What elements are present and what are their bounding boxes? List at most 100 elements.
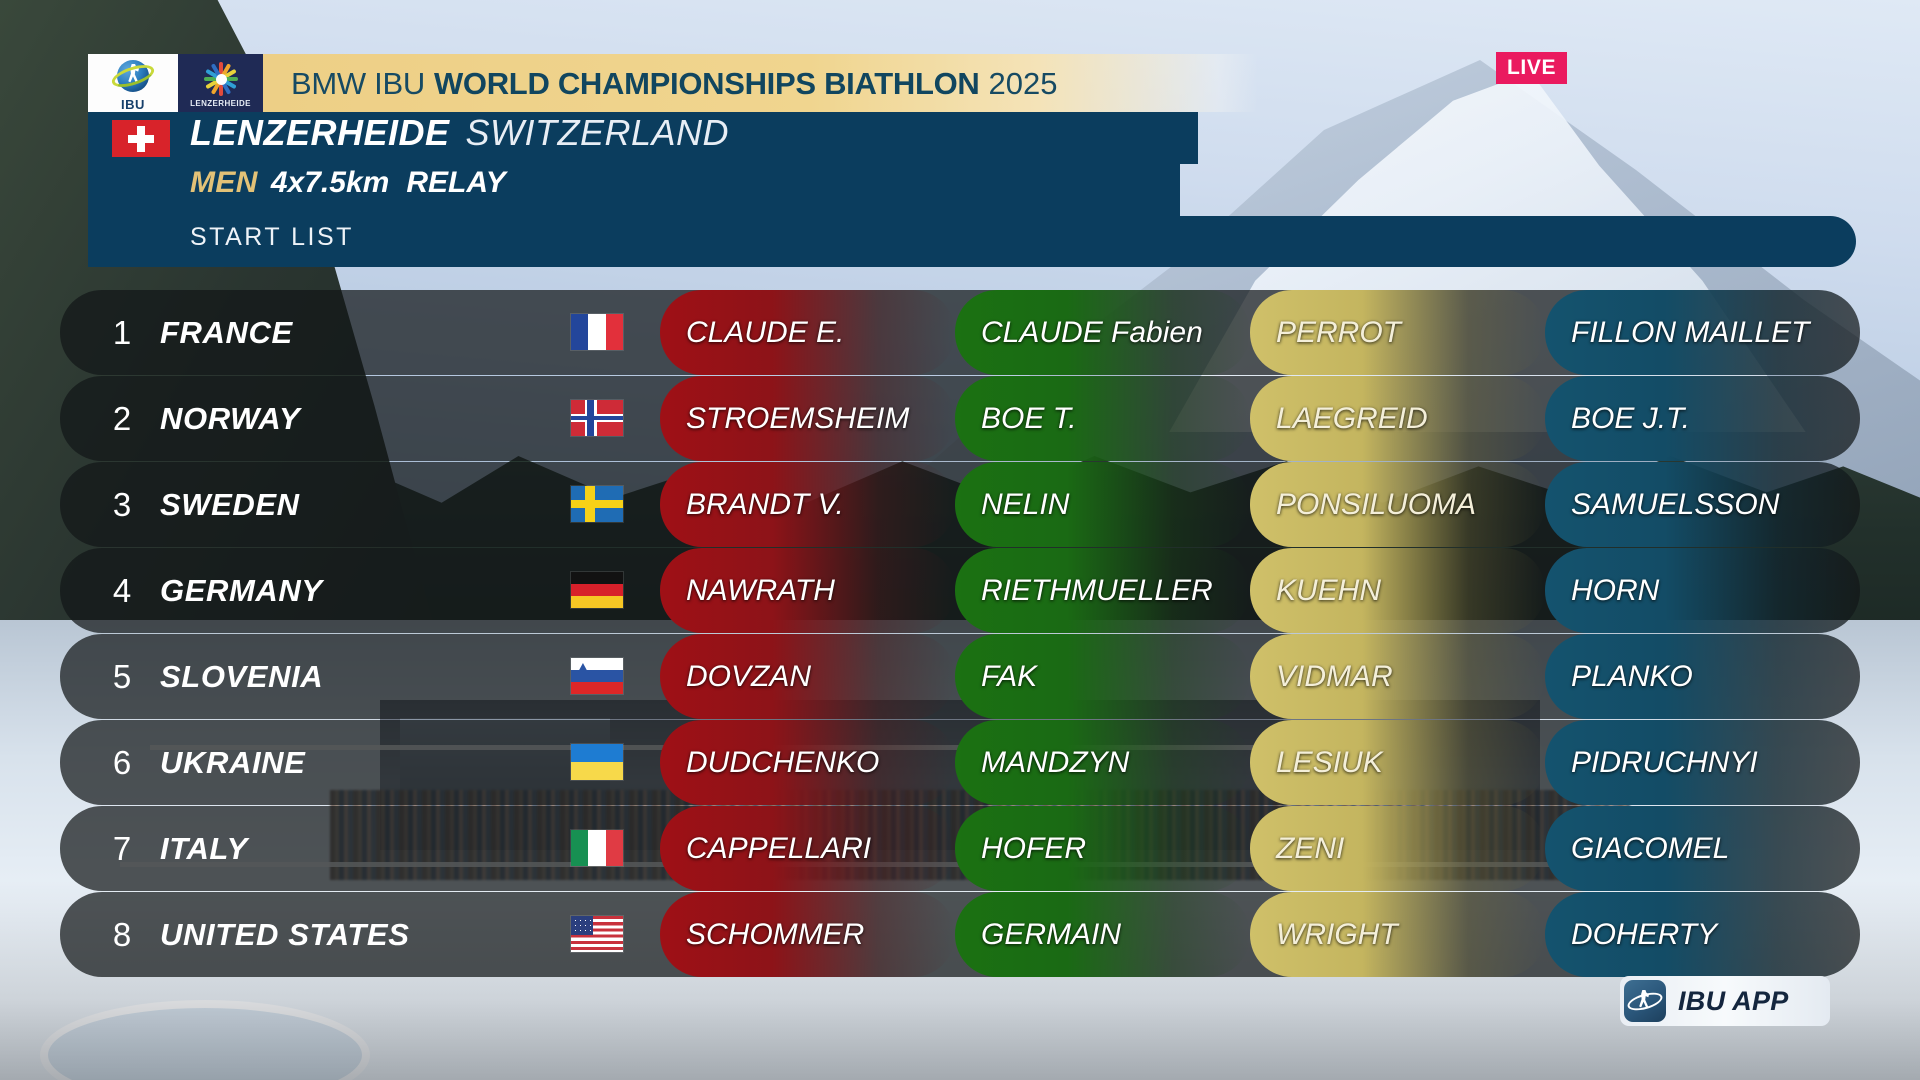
athlete-name: LAEGREID	[1276, 401, 1428, 435]
switzerland-flag	[112, 120, 170, 157]
relay-leg-2[interactable]: FAK	[955, 634, 1250, 719]
athlete-name: LESIUK	[1276, 745, 1383, 779]
table-row[interactable]: 3 SWEDEN BRANDT V. NELIN PONSILUOMA SAMUELSSO…	[60, 462, 1860, 547]
team-nation-name: NORWAY	[160, 401, 301, 436]
title-gold-band: BMW IBU WORLD CHAMPIONSHIPS BIATHLON 202…	[263, 54, 1258, 112]
relay-leg-4[interactable]: SAMUELSSON	[1545, 462, 1860, 547]
athlete-name: DOVZAN	[686, 659, 812, 693]
relay-leg-3[interactable]: VIDMAR	[1250, 634, 1545, 719]
team-bib-number: 5	[112, 658, 132, 695]
team-bib-number: 7	[112, 830, 132, 867]
athlete-name: SCHOMMER	[686, 917, 865, 951]
table-row[interactable]: 1 FRANCE CLAUDE E. CLAUDE Fabien PERROT FILLO…	[60, 290, 1860, 375]
ibu-app-icon	[1624, 980, 1666, 1022]
athlete-name: NELIN	[981, 487, 1070, 521]
team-nation-name: GERMANY	[160, 573, 323, 608]
slovenia-flag	[571, 658, 623, 694]
team-bib-number: 1	[112, 314, 132, 351]
table-row[interactable]: 6 UKRAINE DUDCHENKO MANDZYN LESIUK PIDRUCHNYI	[60, 720, 1860, 805]
list-type-band	[88, 216, 1856, 267]
athlete-name: STROEMSHEIM	[686, 401, 910, 435]
athlete-name: FILLON MAILLET	[1571, 315, 1810, 349]
live-badge: LIVE	[1496, 52, 1568, 84]
relay-leg-3[interactable]: PONSILUOMA	[1250, 462, 1545, 547]
relay-leg-2[interactable]: GERMAIN	[955, 892, 1250, 977]
athlete-name: PLANKO	[1571, 659, 1693, 693]
venue-line: LENZERHEIDE SWITZERLAND	[190, 115, 729, 151]
snowflake-icon	[202, 60, 240, 98]
table-row[interactable]: 8 UNITED STATES SCHOMMER GERMAIN WRIGHT DOHER…	[60, 892, 1860, 977]
relay-leg-2[interactable]: MANDZYN	[955, 720, 1250, 805]
relay-leg-3[interactable]: ZENI	[1250, 806, 1545, 891]
relay-leg-1[interactable]: NAWRATH	[660, 548, 955, 633]
relay-leg-4[interactable]: BOE J.T.	[1545, 376, 1860, 461]
relay-leg-2[interactable]: HOFER	[955, 806, 1250, 891]
table-row[interactable]: 5 SLOVENIA DOVZAN FAK VIDMAR PLANKO	[60, 634, 1860, 719]
relay-leg-2[interactable]: NELIN	[955, 462, 1250, 547]
list-type-label: START LIST	[190, 223, 354, 251]
lenzerheide-logo-label: LENZERHEIDE	[190, 98, 251, 108]
relay-leg-3[interactable]: WRIGHT	[1250, 892, 1545, 977]
team-bib-number: 8	[112, 916, 132, 953]
race-category: MEN	[190, 166, 258, 199]
athlete-name: HOFER	[981, 831, 1086, 865]
relay-leg-1[interactable]: DOVZAN	[660, 634, 955, 719]
table-row[interactable]: 4 GERMANY NAWRATH RIETHMUELLER KUEHN HORN	[60, 548, 1860, 633]
relay-leg-3[interactable]: LESIUK	[1250, 720, 1545, 805]
team-nation-name: FRANCE	[160, 315, 293, 350]
race-distance: 4x7.5km	[270, 166, 390, 199]
start-list-table: 1 FRANCE CLAUDE E. CLAUDE Fabien PERROT FILLO…	[60, 290, 1860, 978]
athlete-name: WRIGHT	[1276, 917, 1398, 951]
relay-leg-4[interactable]: FILLON MAILLET	[1545, 290, 1860, 375]
relay-leg-3[interactable]: LAEGREID	[1250, 376, 1545, 461]
relay-leg-1[interactable]: DUDCHENKO	[660, 720, 955, 805]
athlete-name: BOE T.	[981, 401, 1077, 435]
team-nation-name: SWEDEN	[160, 487, 300, 522]
team-bib-number: 6	[112, 744, 132, 781]
germany-flag	[571, 572, 623, 608]
athlete-name: HORN	[1571, 573, 1660, 607]
track-loop	[40, 1000, 370, 1080]
relay-leg-4[interactable]: DOHERTY	[1545, 892, 1860, 977]
relay-leg-1[interactable]: CLAUDE E.	[660, 290, 955, 375]
athlete-name: VIDMAR	[1276, 659, 1393, 693]
team-nation-name: UNITED STATES	[160, 917, 410, 952]
relay-leg-2[interactable]: CLAUDE Fabien	[955, 290, 1250, 375]
team-nation-name: ITALY	[160, 831, 248, 866]
relay-leg-3[interactable]: KUEHN	[1250, 548, 1545, 633]
relay-leg-2[interactable]: BOE T.	[955, 376, 1250, 461]
athlete-name: PERROT	[1276, 315, 1402, 349]
relay-leg-2[interactable]: RIETHMUELLER	[955, 548, 1250, 633]
ibu-app-label: IBU APP	[1678, 985, 1789, 1016]
relay-leg-1[interactable]: CAPPELLARI	[660, 806, 955, 891]
ibu-logo: IBU	[88, 54, 178, 112]
athlete-name: GIACOMEL	[1571, 831, 1730, 865]
athlete-name: DUDCHENKO	[686, 745, 880, 779]
athlete-name: FAK	[981, 659, 1038, 693]
relay-leg-3[interactable]: PERROT	[1250, 290, 1545, 375]
discipline-band	[88, 164, 1180, 216]
team-bib-number: 4	[112, 572, 132, 609]
relay-leg-4[interactable]: GIACOMEL	[1545, 806, 1860, 891]
norway-flag	[571, 400, 623, 436]
relay-leg-4[interactable]: HORN	[1545, 548, 1860, 633]
ibu-app-promo[interactable]: IBU APP	[1620, 976, 1830, 1026]
ibu-logo-label: IBU	[121, 97, 145, 112]
ukraine-flag	[571, 744, 623, 780]
relay-leg-1[interactable]: STROEMSHEIM	[660, 376, 955, 461]
title-main: WORLD CHAMPIONSHIPS BIATHLON	[433, 65, 980, 101]
event-title-bar: IBU LENZERHEIDE BMW IBU WORLD CHAMPIONSH…	[88, 54, 1258, 112]
team-nation-name: SLOVENIA	[160, 659, 324, 694]
team-bib-number: 2	[112, 400, 132, 437]
athlete-name: GERMAIN	[981, 917, 1122, 951]
athlete-name: CLAUDE E.	[686, 315, 845, 349]
relay-leg-4[interactable]: PIDRUCHNYI	[1545, 720, 1860, 805]
relay-leg-1[interactable]: SCHOMMER	[660, 892, 955, 977]
relay-leg-1[interactable]: BRANDT V.	[660, 462, 955, 547]
title-prefix: BMW IBU	[291, 65, 425, 101]
table-row[interactable]: 7 ITALY CAPPELLARI HOFER ZENI GIACOMEL	[60, 806, 1860, 891]
athlete-name: CAPPELLARI	[686, 831, 872, 865]
table-row[interactable]: 2 NORWAY STROEMSHEIM BOE T. LAEGREID BOE J.T.	[60, 376, 1860, 461]
athlete-name: CLAUDE Fabien	[981, 315, 1203, 349]
relay-leg-4[interactable]: PLANKO	[1545, 634, 1860, 719]
